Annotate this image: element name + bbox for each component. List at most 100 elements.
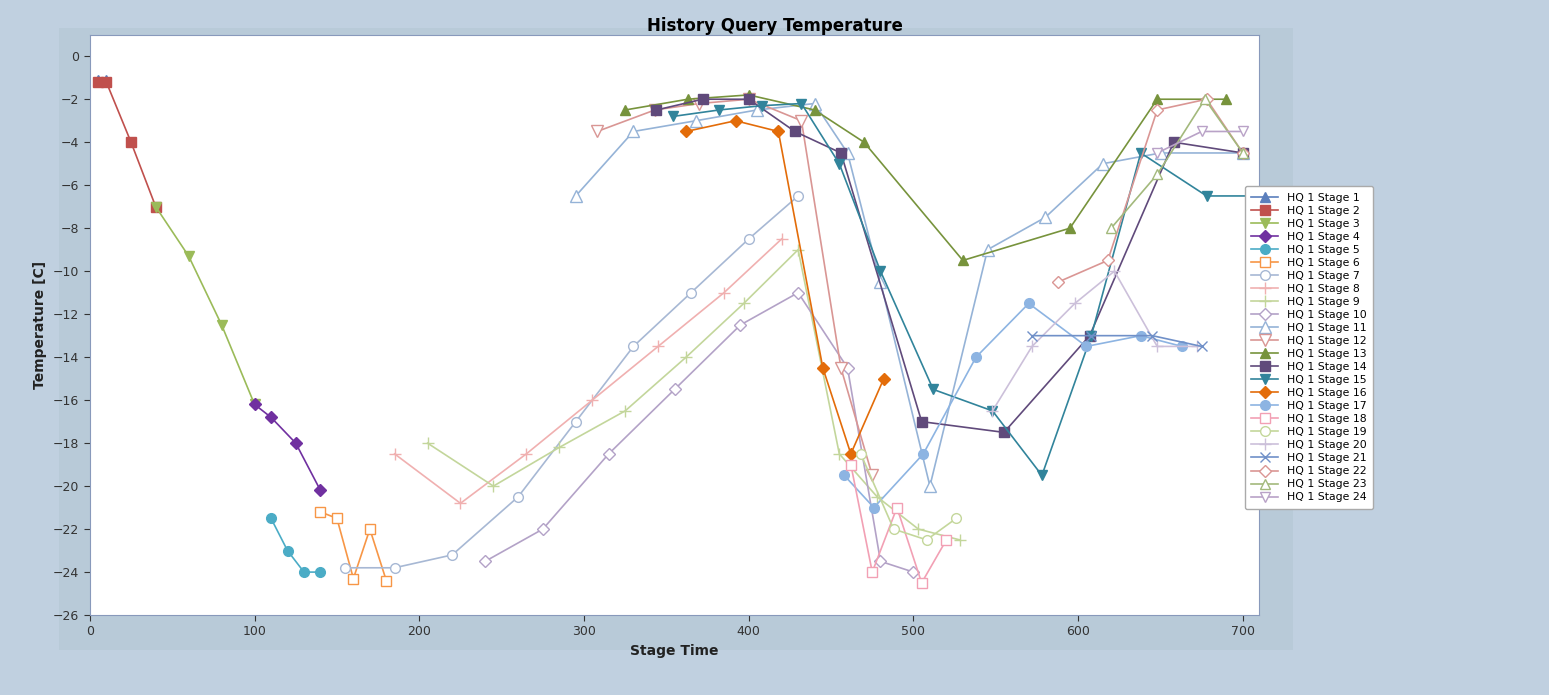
HQ 1 Stage 7 <box>508 493 527 501</box>
HQ 1 Stage 2 <box>88 78 107 86</box>
HQ 1 Stage 7 <box>567 418 586 426</box>
HQ 1 Stage 20 <box>1148 342 1166 350</box>
HQ 1 Stage 8 <box>582 396 601 404</box>
HQ 1 Stage 12 <box>689 99 708 108</box>
HQ 1 Stage 16 <box>841 450 860 458</box>
HQ 1 Stage 22 <box>1049 278 1067 286</box>
HQ 1 Stage 14 <box>1080 332 1098 340</box>
HQ 1 Stage 22 <box>1233 149 1252 157</box>
HQ 1 Stage 11 <box>979 245 998 254</box>
HQ 1 Stage 15 <box>1083 332 1101 340</box>
HQ 1 Stage 23 <box>1233 149 1252 157</box>
HQ 1 Stage 17 <box>1173 342 1191 350</box>
HQ 1 Stage 20 <box>1104 267 1123 275</box>
Legend: HQ 1 Stage 1, HQ 1 Stage 2, HQ 1 Stage 3, HQ 1 Stage 4, HQ 1 Stage 5, HQ 1 Stage: HQ 1 Stage 1, HQ 1 Stage 2, HQ 1 Stage 3… <box>1244 186 1372 509</box>
HQ 1 Stage 9 <box>677 353 696 361</box>
HQ 1 Stage 15 <box>663 113 682 121</box>
HQ 1 Stage 24 <box>1193 127 1211 136</box>
HQ 1 Stage 15 <box>923 385 942 393</box>
HQ 1 Stage 11 <box>920 482 939 490</box>
HQ 1 Stage 11 <box>1151 149 1169 157</box>
HQ 1 Stage 13 <box>954 256 973 265</box>
HQ 1 Stage 6 <box>311 508 330 516</box>
HQ 1 Stage 7 <box>386 564 404 572</box>
HQ 1 Stage 16 <box>677 127 696 136</box>
Line: HQ 1 Stage 2: HQ 1 Stage 2 <box>93 77 161 211</box>
Line: HQ 1 Stage 3: HQ 1 Stage 3 <box>150 202 259 409</box>
HQ 1 Stage 17 <box>864 503 883 512</box>
HQ 1 Stage 18 <box>888 503 906 512</box>
HQ 1 Stage 4 <box>245 400 263 409</box>
HQ 1 Stage 10 <box>533 525 551 533</box>
HQ 1 Stage 21 <box>1083 332 1101 340</box>
HQ 1 Stage 15 <box>871 267 889 275</box>
HQ 1 Stage 8 <box>649 342 668 350</box>
HQ 1 Stage 16 <box>726 117 745 125</box>
HQ 1 Stage 13 <box>805 106 824 114</box>
HQ 1 Stage 14 <box>832 149 850 157</box>
Line: HQ 1 Stage 12: HQ 1 Stage 12 <box>592 94 878 481</box>
HQ 1 Stage 11 <box>748 106 767 114</box>
HQ 1 Stage 15 <box>1244 192 1262 200</box>
HQ 1 Stage 23 <box>1148 170 1166 179</box>
HQ 1 Stage 12 <box>832 363 850 372</box>
Line: HQ 1 Stage 9: HQ 1 Stage 9 <box>421 244 965 546</box>
HQ 1 Stage 7 <box>336 564 355 572</box>
Line: HQ 1 Stage 23: HQ 1 Stage 23 <box>1106 95 1248 233</box>
HQ 1 Stage 13 <box>739 91 757 99</box>
HQ 1 Stage 6 <box>344 574 362 582</box>
HQ 1 Stage 8 <box>773 235 792 243</box>
HQ 1 Stage 15 <box>984 407 1002 415</box>
Line: HQ 1 Stage 8: HQ 1 Stage 8 <box>389 234 787 509</box>
HQ 1 Stage 11 <box>1233 149 1252 157</box>
HQ 1 Stage 14 <box>994 428 1013 436</box>
HQ 1 Stage 16 <box>768 127 787 136</box>
HQ 1 Stage 7 <box>443 550 462 559</box>
HQ 1 Stage 11 <box>838 149 857 157</box>
HQ 1 Stage 1 <box>88 76 107 84</box>
HQ 1 Stage 22 <box>1098 256 1117 265</box>
HQ 1 Stage 11 <box>1036 213 1055 222</box>
Line: HQ 1 Stage 10: HQ 1 Stage 10 <box>482 288 917 576</box>
HQ 1 Stage 8 <box>517 450 536 458</box>
HQ 1 Stage 11 <box>805 99 824 108</box>
HQ 1 Stage 11 <box>567 192 586 200</box>
HQ 1 Stage 10 <box>476 557 494 566</box>
HQ 1 Stage 14 <box>647 106 666 114</box>
HQ 1 Stage 23 <box>1196 95 1214 104</box>
HQ 1 Stage 15 <box>792 99 810 108</box>
HQ 1 Stage 17 <box>967 353 985 361</box>
HQ 1 Stage 9 <box>909 525 928 533</box>
HQ 1 Stage 11 <box>686 117 705 125</box>
HQ 1 Stage 14 <box>739 95 757 104</box>
HQ 1 Stage 13 <box>678 95 697 104</box>
HQ 1 Stage 14 <box>785 127 804 136</box>
HQ 1 Stage 11 <box>1094 160 1112 168</box>
HQ 1 Stage 13 <box>617 106 635 114</box>
HQ 1 Stage 3 <box>147 202 166 211</box>
HQ 1 Stage 8 <box>451 499 469 507</box>
HQ 1 Stage 20 <box>1188 342 1207 350</box>
HQ 1 Stage 13 <box>855 138 874 147</box>
Line: HQ 1 Stage 7: HQ 1 Stage 7 <box>341 191 802 573</box>
HQ 1 Stage 16 <box>813 363 832 372</box>
HQ 1 Stage 7 <box>682 288 700 297</box>
HQ 1 Stage 7 <box>624 342 643 350</box>
HQ 1 Stage 15 <box>709 106 728 114</box>
HQ 1 Stage 12 <box>792 117 810 125</box>
HQ 1 Stage 7 <box>788 192 807 200</box>
HQ 1 Stage 14 <box>694 95 713 104</box>
HQ 1 Stage 17 <box>1019 300 1038 308</box>
HQ 1 Stage 9 <box>950 536 968 544</box>
HQ 1 Stage 9 <box>418 439 437 448</box>
HQ 1 Stage 2 <box>98 78 116 86</box>
HQ 1 Stage 9 <box>830 450 849 458</box>
HQ 1 Stage 8 <box>714 288 733 297</box>
HQ 1 Stage 22 <box>1197 95 1216 104</box>
HQ 1 Stage 15 <box>1033 471 1052 480</box>
Line: HQ 1 Stage 21: HQ 1 Stage 21 <box>1027 331 1207 351</box>
HQ 1 Stage 22 <box>1148 106 1166 114</box>
HQ 1 Stage 10 <box>871 557 889 566</box>
HQ 1 Stage 5 <box>279 546 297 555</box>
HQ 1 Stage 10 <box>665 385 683 393</box>
